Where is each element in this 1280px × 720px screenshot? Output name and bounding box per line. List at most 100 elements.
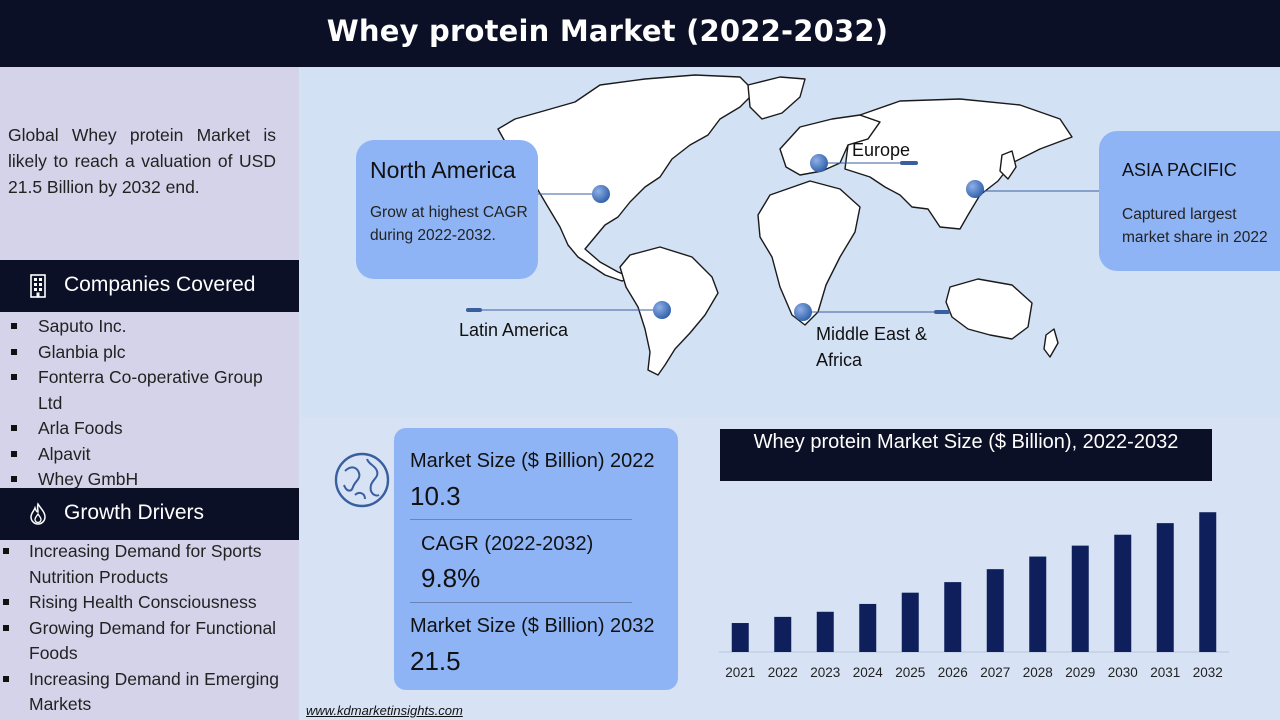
europe-label: Europe	[852, 140, 911, 160]
bar-2030	[1114, 534, 1132, 652]
cagr-value: 9.8%	[421, 563, 481, 593]
continent-greenland	[747, 76, 806, 120]
bar-2029	[1071, 545, 1089, 652]
connector-cap	[900, 161, 918, 165]
list-item: Fonterra Co-operative Group Ltd	[0, 365, 299, 416]
tick-label-2021: 2021	[725, 665, 755, 680]
globe-icon	[334, 452, 390, 508]
chart-title: Whey protein Market Size ($ Billion), 20…	[720, 429, 1212, 481]
stats-box: Market Size ($ Billion) 2022 10.3 CAGR (…	[394, 428, 678, 690]
region-dot-north-america	[592, 185, 610, 203]
divider	[410, 602, 632, 603]
company-name: Glanbia plc	[38, 341, 126, 362]
tick-label-2032: 2032	[1193, 665, 1223, 680]
company-name: Alpavit	[38, 443, 91, 464]
latin-america-label: Latin America	[459, 320, 569, 340]
list-item: Increasing Demand for Sports Nutrition P…	[0, 539, 305, 590]
driver-text: Rising Health Consciousness	[29, 592, 257, 612]
region-dot-asia-pacific	[966, 180, 984, 198]
market-size-2032-value: 21.5	[410, 646, 461, 676]
list-item: Alpavit	[0, 442, 299, 468]
mea-label: Middle East & Africa	[816, 324, 928, 370]
list-item: Rising Health Consciousness	[0, 590, 305, 616]
island-new-zealand	[1043, 328, 1059, 358]
bar-2031	[1156, 523, 1174, 652]
bullet-icon	[11, 374, 17, 380]
drivers-title: Growth Drivers	[64, 501, 205, 524]
bar-2028	[1029, 556, 1047, 652]
list-item: Glanbia plc	[0, 340, 299, 366]
list-item: Saputo Inc.	[0, 314, 299, 340]
bar-2022	[774, 616, 792, 652]
drivers-list: Increasing Demand for Sports Nutrition P…	[0, 539, 305, 718]
region-dot-mea	[794, 303, 812, 321]
continent-asia	[844, 98, 1073, 230]
bullet-icon	[11, 323, 17, 329]
bar-chart: 2021 2022 2023 2024 2025 2026 2027 2028 2029 2030…	[719, 512, 1229, 680]
cagr-label: CAGR (2022-2032)	[421, 533, 594, 555]
island-japan	[999, 150, 1017, 180]
intro-text: Global Whey protein Market is likely to …	[8, 125, 276, 197]
list-item: Growing Demand for Functional Foods	[0, 616, 305, 667]
market-size-2022-value: 10.3	[410, 481, 461, 511]
tick-label-2030: 2030	[1108, 665, 1138, 680]
driver-text: Increasing Demand for Sports Nutrition P…	[29, 541, 262, 587]
bullet-icon	[11, 476, 17, 482]
bullet-icon	[3, 599, 9, 605]
tick-label-2031: 2031	[1150, 665, 1180, 680]
page-title: Whey protein Market (2022-2032)	[326, 14, 889, 48]
tick-label-2029: 2029	[1065, 665, 1095, 680]
region-dot-latin-america	[653, 301, 671, 319]
website-link[interactable]: www.kdmarketinsights.com	[306, 703, 463, 718]
building-icon	[30, 274, 46, 298]
bar-2023	[816, 611, 834, 652]
companies-list: Saputo Inc. Glanbia plc Fonterra Co-oper…	[0, 314, 299, 493]
continent-africa	[757, 180, 861, 326]
company-name: Arla Foods	[38, 418, 123, 438]
market-size-2022-label: Market Size ($ Billion) 2022	[410, 450, 655, 472]
bullet-icon	[3, 624, 9, 631]
north-america-callout: North America Grow at highest CAGR durin…	[356, 140, 538, 279]
market-size-2032-label: Market Size ($ Billion) 2032	[410, 615, 655, 637]
company-name: Saputo Inc.	[38, 316, 127, 336]
asia-pacific-text: Captured largest market share in 2022	[1122, 206, 1268, 246]
divider	[410, 519, 632, 520]
companies-title: Companies Covered	[64, 273, 256, 296]
bullet-icon	[11, 450, 17, 457]
tick-label-2028: 2028	[1023, 665, 1053, 680]
bullet-icon	[11, 348, 17, 355]
tick-label-2023: 2023	[810, 665, 840, 680]
list-item: Increasing Demand in Emerging Markets	[0, 667, 305, 718]
north-america-text: Grow at highest CAGR during 2022-2032.	[370, 204, 528, 244]
connector-cap	[934, 310, 950, 314]
sidebar: Global Whey protein Market is likely to …	[0, 67, 299, 720]
bullet-icon	[3, 548, 9, 554]
driver-text: Increasing Demand in Emerging Markets	[29, 668, 279, 715]
bar-2027	[986, 569, 1004, 652]
company-name: Fonterra Co-operative Group Ltd	[38, 367, 263, 413]
north-america-title: North America	[370, 157, 516, 183]
bar-2024	[859, 603, 877, 652]
bar-2021	[731, 623, 749, 652]
tick-label-2025: 2025	[895, 665, 925, 680]
list-item: Whey GmbH	[0, 467, 299, 493]
asia-pacific-title: ASIA PACIFIC	[1122, 160, 1237, 180]
tick-label-2024: 2024	[853, 665, 884, 680]
companies-section-header: Companies Covered	[0, 260, 299, 312]
world-map	[380, 74, 1166, 376]
tick-label-2026: 2026	[938, 665, 968, 680]
drivers-section-header: Growth Drivers	[0, 488, 299, 540]
bullet-icon	[3, 675, 9, 682]
region-dot-europe	[810, 154, 828, 172]
asia-pacific-callout: ASIA PACIFIC Captured largest market sha…	[1099, 131, 1280, 271]
company-name: Whey GmbH	[38, 469, 139, 489]
header-bar: Whey protein Market (2022-2032)	[0, 0, 1280, 67]
tick-label-2027: 2027	[980, 665, 1010, 680]
connector-cap	[466, 308, 482, 312]
list-item: Arla Foods	[0, 416, 299, 442]
bar-2032	[1199, 512, 1217, 652]
bar-2026	[944, 582, 962, 652]
driver-text: Growing Demand for Functional Foods	[29, 617, 277, 664]
bullet-icon	[11, 425, 17, 431]
bar-2025	[901, 592, 919, 652]
